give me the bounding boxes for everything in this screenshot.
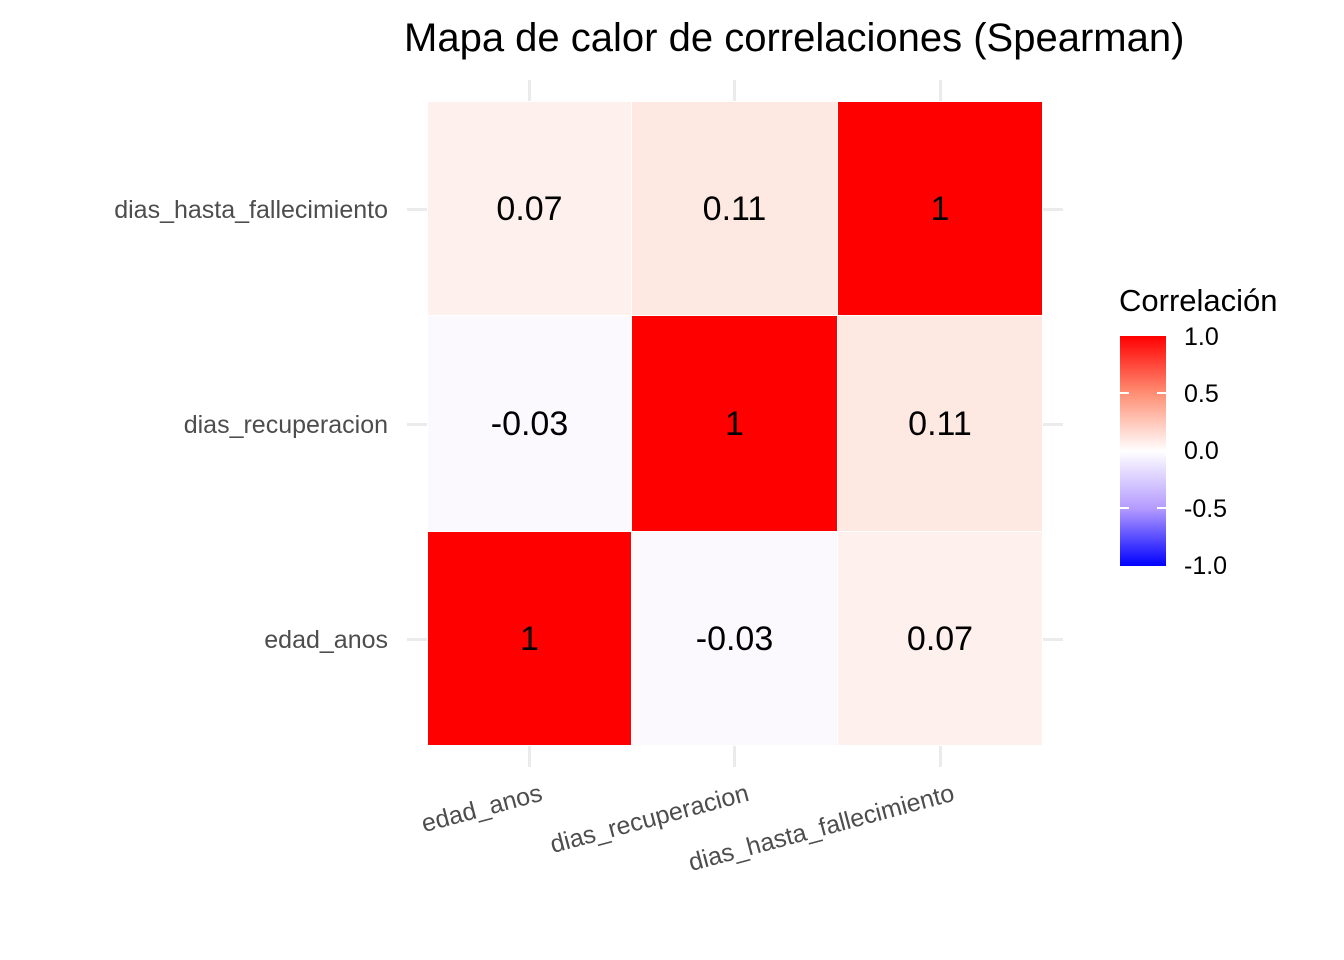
cell-value: -0.03 xyxy=(490,404,569,443)
y-axis-label: dias_recuperacion xyxy=(183,411,388,439)
heatmap-cell: 1 xyxy=(631,315,838,532)
heatmap-cell: 0.11 xyxy=(631,101,838,316)
heatmap-cell: 1 xyxy=(837,101,1043,316)
legend-label: -0.5 xyxy=(1184,495,1228,523)
cell-value: 1 xyxy=(930,189,950,228)
legend-label: 0.5 xyxy=(1184,380,1219,408)
heatmap-cell: -0.03 xyxy=(427,315,632,532)
heatmap-cell: 0.07 xyxy=(427,101,632,316)
plot-panel: 0.07 0.11 1 -0.03 1 0.11 1 -0.03 0.07 xyxy=(407,80,1063,767)
cell-value: 0.11 xyxy=(908,404,972,443)
legend-label: 0.0 xyxy=(1184,437,1219,465)
heatmap-cell: 0.07 xyxy=(837,531,1043,746)
legend-tick xyxy=(1120,507,1129,509)
legend-label: -1.0 xyxy=(1184,552,1228,580)
heatmap-cell: 1 xyxy=(427,531,632,746)
cell-value: 0.07 xyxy=(906,619,974,658)
legend-label: 1.0 xyxy=(1184,323,1219,351)
y-axis-label: dias_hasta_fallecimiento xyxy=(114,196,388,224)
chart-title: Mapa de calor de correlaciones (Spearman… xyxy=(404,16,1185,60)
cell-value: 1 xyxy=(520,619,539,658)
cell-value: 0.07 xyxy=(496,189,563,228)
legend-colorbar xyxy=(1120,336,1166,566)
heatmap-cell: -0.03 xyxy=(631,531,838,746)
cell-value: 0.11 xyxy=(702,189,767,228)
legend-tick xyxy=(1120,392,1129,394)
y-axis-label: edad_anos xyxy=(264,626,388,654)
legend-tick xyxy=(1120,450,1129,452)
legend-title: Correlación xyxy=(1119,283,1278,318)
legend-tick xyxy=(1157,507,1166,509)
cell-value: 1 xyxy=(725,404,744,443)
legend-tick xyxy=(1157,392,1166,394)
legend-tick xyxy=(1157,450,1166,452)
heatmap-cell: 0.11 xyxy=(837,315,1043,532)
cell-value: -0.03 xyxy=(695,619,774,658)
x-axis-label: edad_anos xyxy=(418,778,546,839)
